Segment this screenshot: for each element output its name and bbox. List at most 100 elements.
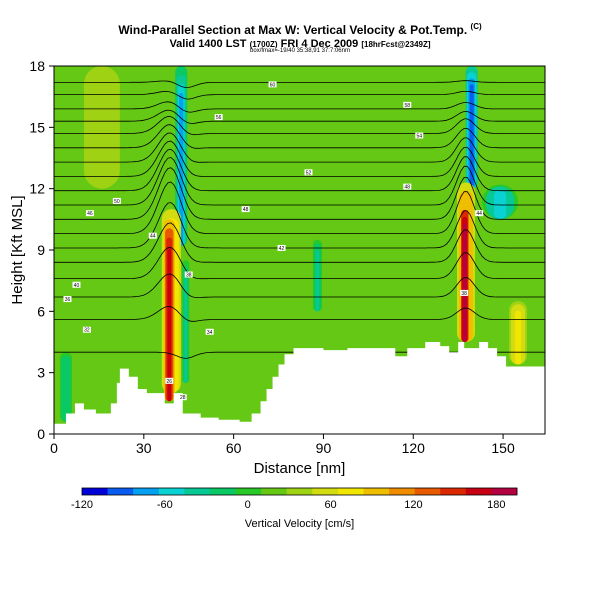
y-tick-label-15: 15 [29,119,45,135]
isentrope-label-bg-32 [82,326,91,333]
isentrope-label-bg-28 [178,394,187,401]
figure-title-text: Wind-Parallel Section at Max W: Vertical… [118,23,468,37]
field-cell-downdraft-west-low [184,278,187,383]
colorbar-swatch-8 [286,488,313,495]
y-axis-title: Height [Kft MSL] [9,195,26,304]
x-tick-label-0: 0 [50,440,58,456]
isentrope-label-bg-44-b [475,210,484,217]
isentrope-label-bg-48-b [403,183,412,190]
isentrope-label-48-b: 48 [404,185,410,191]
field-cell-updraft-low-east [515,310,522,365]
isentrope-28 [54,306,545,322]
colorbar-label--60: -60 [157,499,173,511]
colorbar-swatch-4 [184,488,211,495]
colorbar: -120 -60 0 60 120 180 [71,487,518,511]
isentrope-40 [54,167,545,220]
colorbar-swatch-3 [158,488,185,495]
colorbar-swatch-1 [107,488,134,495]
field-cell-updraft-upper-west [95,84,109,189]
isentropes [54,80,545,359]
colorbar-swatch-12 [389,488,416,495]
isentrope-label-bg-52 [304,169,313,176]
isentrope-label-50: 50 [114,199,120,205]
y-tick-label-9: 9 [37,242,45,258]
isentrope-label-58: 58 [404,103,410,109]
y-tick-label-18: 18 [29,58,45,74]
isentrope-label-32: 32 [84,328,90,334]
field-cell-downdraft-east-right [493,189,507,220]
isentrope-32 [54,246,545,280]
subtitle-valid: Valid 1400 LST [169,38,247,50]
isentrope-label-52: 52 [306,170,312,176]
isentrope-label-bg-54 [415,132,424,139]
isentrope-36 [54,202,545,249]
isentrope-labels: 26 28 32 34 36 38 38 40 42 44 44 46 48 48 50 52 54 56 58 60 [63,81,484,401]
x-tick-label-90: 90 [316,440,332,456]
isentrope-label-44-b: 44 [476,211,482,217]
isentrope-38 [54,181,545,234]
isentrope-label-42: 42 [279,246,285,252]
isentrope-label-bg-40 [72,281,81,288]
subtitle-date: FRI 4 Dec 2009 [280,38,359,50]
isentrope-label-bg-48 [241,206,250,213]
colorbar-label-120: 120 [404,499,422,511]
isentrope-label-bg-38-b [460,289,469,296]
colorbar-label-0: 0 [245,499,251,511]
field-cell-downdraft-east-top [469,84,474,189]
subtitle-forecast: [18hrFcst@2349Z] [361,40,431,49]
y-tick-label-0: 0 [37,426,45,442]
x-tick-label-30: 30 [136,440,152,456]
colorbar-swatch-16 [491,488,518,495]
isentrope-label-bg-56 [214,114,223,121]
colorbar-title: Vertical Velocity [cm/s] [245,518,354,530]
isentrope-54 [54,109,545,124]
x-tick-label-150: 150 [491,440,515,456]
colorbar-swatch-14 [440,488,467,495]
isentrope-label-40: 40 [74,283,80,289]
isentrope-label-26: 26 [166,379,172,385]
field-cell-downdraft-west-top [179,92,184,246]
isentrope-label-60: 60 [270,82,276,88]
subtitle-zulu: (1700Z) [249,40,278,49]
colorbar-swatch-0 [82,488,108,495]
colorbar-swatch-10 [337,488,364,495]
isentrope-label-38: 38 [186,273,192,279]
isentrope-44 [54,148,545,192]
isentrope-label-36: 36 [65,297,71,303]
field-cell-downdraft-mid [315,250,319,312]
isentrope-label-46: 46 [87,211,93,217]
isentrope-label-bg-42 [277,244,286,251]
colorbar-swatch-6 [235,488,262,495]
y-tick-label-12: 12 [29,181,45,197]
isentrope-58 [54,90,545,100]
isentrope-label-bg-36 [63,296,72,303]
isentrope-label-bg-46 [85,210,94,217]
isentrope-34 [54,222,545,263]
isentrope-52 [54,116,545,136]
isentrope-label-bg-34 [205,328,214,335]
isentrope-label-bg-58 [403,101,412,108]
isentrope-label-34: 34 [207,330,213,336]
figure-subtitle: Valid 1400 LST (1700Z) FRI 4 Dec 2009 [1… [0,38,600,50]
colorbar-label--120: -120 [71,499,93,511]
x-axis-title: Distance [nm] [254,460,346,477]
colorbar-swatch-9 [312,488,339,495]
field-cell-updraft-east-core [463,223,467,342]
isentrope-label-48: 48 [243,207,249,213]
figure-title: Wind-Parallel Section at Max W: Vertical… [0,22,600,37]
colorbar-swatch-13 [414,488,441,495]
y-tick-label-3: 3 [37,365,45,381]
isentrope-label-bg-60 [268,81,277,88]
terrain-mask [54,342,545,434]
colorbar-swatch-2 [133,488,160,495]
x-tick-label-60: 60 [226,440,242,456]
isentrope-label-bg-44 [148,232,157,239]
figure-title-mark: (C) [470,22,482,31]
colorbar-frame [81,487,518,496]
colorbar-label-180: 180 [487,499,505,511]
field-cell-downdraft-left-low [63,362,69,422]
isentrope-label-56: 56 [216,115,222,121]
